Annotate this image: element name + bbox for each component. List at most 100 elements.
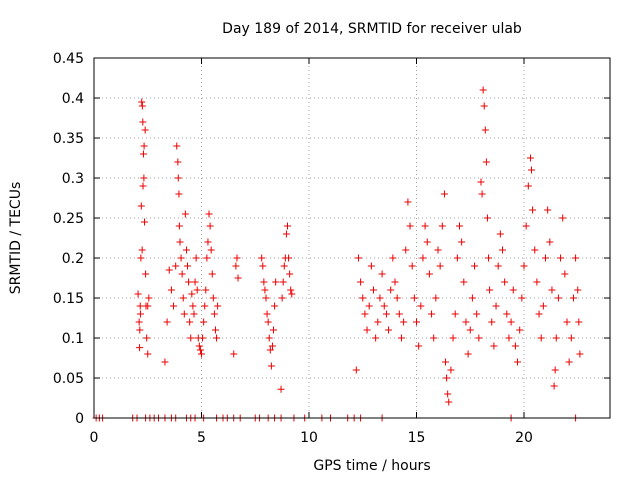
- data-point: [211, 326, 219, 334]
- data-point: [419, 254, 427, 262]
- data-point: [522, 222, 530, 230]
- data-point: [503, 310, 511, 318]
- data-point: [528, 166, 536, 174]
- data-point: [382, 310, 390, 318]
- data-point: [182, 246, 190, 254]
- data-point: [163, 318, 171, 326]
- data-point: [529, 206, 537, 214]
- data-point: [557, 254, 565, 262]
- data-point: [205, 210, 213, 218]
- y-axis-title: SRMTID / TECUs: [8, 182, 24, 295]
- data-point: [258, 254, 266, 262]
- data-point: [359, 294, 367, 302]
- data-point: [191, 278, 199, 286]
- data-point: [179, 294, 187, 302]
- data-point: [206, 222, 214, 230]
- data-point: [511, 342, 519, 350]
- data-point: [260, 278, 268, 286]
- data-point: [278, 294, 286, 302]
- plot-frame: [93, 57, 611, 419]
- data-point: [387, 286, 395, 294]
- data-point: [188, 290, 196, 298]
- data-point: [565, 358, 573, 366]
- data-point: [144, 350, 152, 358]
- data-point: [288, 290, 296, 298]
- data-point: [285, 254, 293, 262]
- data-point: [445, 398, 453, 406]
- data-point: [140, 174, 148, 182]
- data-point: [432, 294, 440, 302]
- data-point: [354, 254, 362, 262]
- y-tick-label: 0.05: [53, 371, 84, 387]
- chart-title: Day 189 of 2014, SRMTID for receiver ula…: [222, 21, 522, 37]
- data-point: [139, 182, 147, 190]
- data-point: [279, 278, 287, 286]
- data-point: [210, 310, 218, 318]
- axis-ticks: [93, 57, 610, 419]
- data-point: [143, 334, 151, 342]
- data-point: [524, 182, 532, 190]
- data-point: [176, 238, 184, 246]
- data-point: [428, 310, 436, 318]
- data-point: [361, 310, 369, 318]
- data-point: [393, 294, 401, 302]
- data-point: [261, 286, 269, 294]
- data-point: [180, 310, 188, 318]
- data-point: [559, 214, 567, 222]
- data-point: [378, 270, 386, 278]
- data-point: [165, 266, 173, 274]
- data-point: [385, 326, 393, 334]
- data-point: [483, 214, 491, 222]
- data-point: [134, 290, 142, 298]
- data-point: [139, 150, 147, 158]
- data-point: [507, 318, 515, 326]
- data-point: [496, 230, 504, 238]
- data-point: [136, 344, 144, 352]
- data-point: [389, 254, 397, 262]
- data-point: [537, 334, 545, 342]
- x-tick-label: 15: [408, 430, 426, 446]
- data-point: [192, 254, 200, 262]
- data-point: [425, 270, 433, 278]
- data-point: [554, 294, 562, 302]
- data-point: [438, 222, 446, 230]
- data-point: [509, 286, 517, 294]
- data-point: [520, 262, 528, 270]
- grid: [94, 58, 610, 418]
- y-tick-label: 0.45: [53, 51, 84, 67]
- data-point: [453, 254, 461, 262]
- y-tick-label: 0.2: [62, 251, 84, 267]
- data-point: [542, 254, 549, 262]
- data-point: [423, 238, 431, 246]
- y-tick-label: 0: [75, 411, 84, 427]
- data-point: [170, 302, 178, 310]
- data-point: [139, 118, 147, 126]
- data-point: [552, 334, 560, 342]
- data-point: [286, 270, 294, 278]
- data-point: [230, 350, 238, 358]
- data-point: [234, 274, 242, 282]
- data-point: [380, 302, 388, 310]
- x-tick-label: 20: [515, 430, 533, 446]
- data-point: [189, 302, 197, 310]
- data-point: [200, 318, 208, 326]
- data-point: [370, 286, 377, 294]
- data-point: [569, 294, 577, 302]
- data-point: [173, 142, 181, 150]
- data-point: [447, 366, 455, 374]
- data-point: [187, 334, 195, 342]
- data-point: [267, 362, 275, 370]
- data-point: [391, 278, 399, 286]
- data-point: [516, 326, 524, 334]
- data-point: [451, 310, 459, 318]
- data-point: [466, 326, 474, 334]
- data-point: [531, 246, 539, 254]
- data-point: [539, 302, 547, 310]
- data-point: [406, 222, 414, 230]
- data-point: [430, 334, 438, 342]
- y-tick-label: 0.4: [62, 91, 84, 107]
- data-point: [468, 294, 476, 302]
- y-tick-label: 0.15: [53, 291, 84, 307]
- data-point: [408, 262, 416, 270]
- data-point: [144, 302, 152, 310]
